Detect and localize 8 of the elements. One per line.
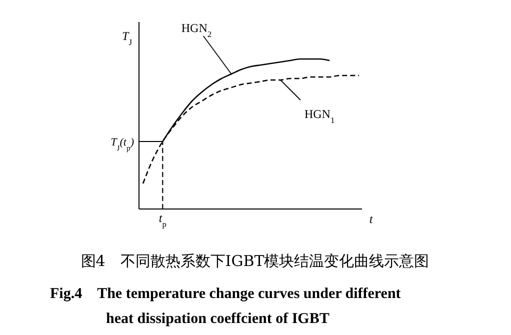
text: 图4 不同散热系数下IGBT模块结温变化曲线示意图	[80, 252, 430, 270]
text: t$_{p}$	[158, 211, 166, 228]
text: Fig.4 The temperature change curves under different heat dissipation coeffcient of IGBT	[50, 286, 401, 327]
x-axis-title: t	[369, 212, 374, 226]
text: HGN$_{2}$	[181, 21, 212, 38]
ref-line-label: T$_{J}$(t$_{p}$)	[110, 136, 134, 152]
text: HGN$_{1}$	[304, 107, 335, 124]
y-axis-title: T$_{J}$	[122, 29, 133, 46]
